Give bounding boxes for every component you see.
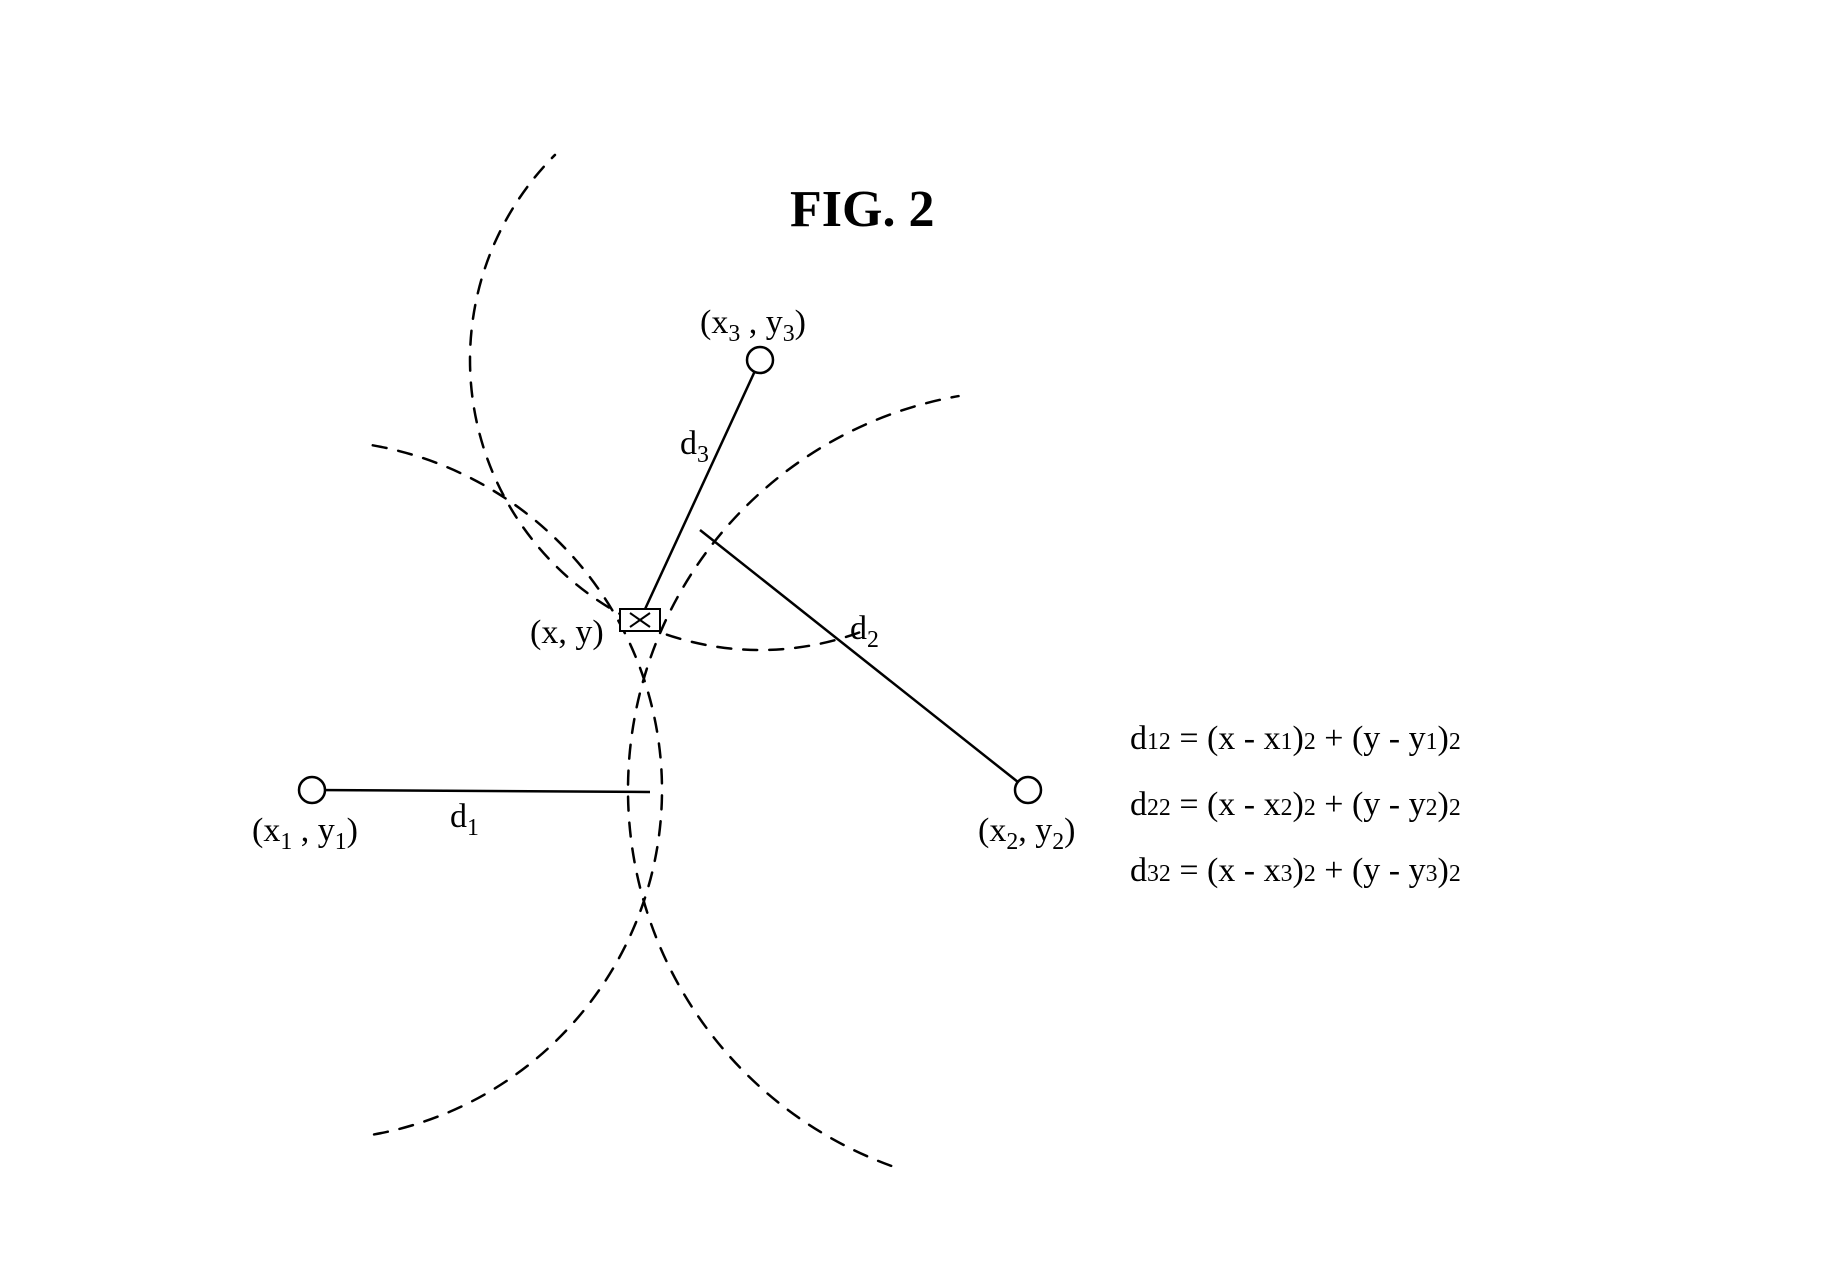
anchor-p2 <box>1015 777 1041 803</box>
label-d2: d2 <box>850 610 879 654</box>
label-p3: (x3 , y3) <box>700 304 806 348</box>
label-d1: d1 <box>450 798 479 842</box>
arc-c3 <box>470 155 859 650</box>
radius-line-d2 <box>700 530 1028 790</box>
radius-line-d3 <box>640 360 760 620</box>
equation-d2: d22 = (x - x2)2 + (y - y2)2 <box>1130 786 1461 824</box>
label-p1: (x1 , y1) <box>252 812 358 856</box>
radius-line-d1 <box>312 790 650 792</box>
diagram-svg <box>0 0 1832 1279</box>
label-p2: (x2, y2) <box>978 812 1075 856</box>
equation-d3: d32 = (x - x3)2 + (y - y3)2 <box>1130 852 1461 890</box>
anchor-p1 <box>299 777 325 803</box>
label-d3: d3 <box>680 425 709 469</box>
equations-block: d12 = (x - x1)2 + (y - y1)2 d22 = (x - x2… <box>1130 720 1461 918</box>
equation-d1: d12 = (x - x1)2 + (y - y1)2 <box>1130 720 1461 758</box>
figure-container: FIG. 2 d12 = (x - x1)2 + (y - y1)2d22 = … <box>0 0 1832 1279</box>
label-target: (x, y) <box>530 614 604 652</box>
arc-c2 <box>628 396 959 1166</box>
anchor-p3 <box>747 347 773 373</box>
